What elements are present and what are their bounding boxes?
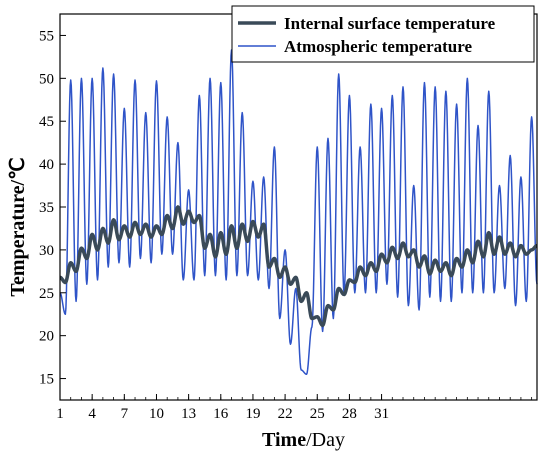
x-tick-label: 25 [310, 406, 325, 422]
series-line-atmospheric [59, 49, 538, 376]
x-axis-title: Time/Day [262, 429, 345, 451]
axis-ticks [59, 34, 533, 400]
x-tick-label: 13 [181, 406, 196, 422]
x-tick-label: 28 [342, 406, 357, 422]
plot-lines [58, 49, 539, 376]
x-tick-label: 4 [88, 406, 96, 422]
y-tick-label: 45 [39, 114, 54, 130]
y-tick-label: 35 [39, 200, 54, 216]
y-tick-label: 55 [39, 28, 54, 44]
y-tick-label: 20 [39, 329, 54, 345]
y-tick-label: 30 [39, 243, 54, 259]
x-tick-label: 10 [149, 406, 164, 422]
x-tick-label: 7 [121, 406, 129, 422]
x-axis-title-bold: Time [262, 429, 306, 451]
legend-label-internal: Internal surface temperature [284, 14, 496, 33]
x-axis-title-rest: /Day [306, 429, 345, 451]
y-tick-label: 50 [39, 71, 54, 87]
legend-box [231, 5, 535, 63]
x-tick-label: 19 [245, 406, 260, 422]
y-tick-label: 40 [39, 157, 54, 173]
x-tick-label: 1 [56, 406, 64, 422]
tick-labels: 1 4 7 10 13 16 19 22 25 28 31 15 20 25 30 35 40 45 50 55 [39, 28, 389, 422]
x-tick-label: 22 [278, 406, 293, 422]
legend: Internal surface temperature Atmospheric… [231, 5, 535, 63]
x-tick-label: 16 [213, 406, 229, 422]
y-tick-label: 25 [39, 286, 54, 302]
series-line-internal [58, 205, 539, 328]
legend-label-atmospheric: Atmospheric temperature [284, 37, 473, 56]
y-axis-title: Temperature/℃ [7, 157, 29, 296]
x-tick-label: 31 [374, 406, 389, 422]
y-tick-label: 15 [39, 372, 54, 388]
